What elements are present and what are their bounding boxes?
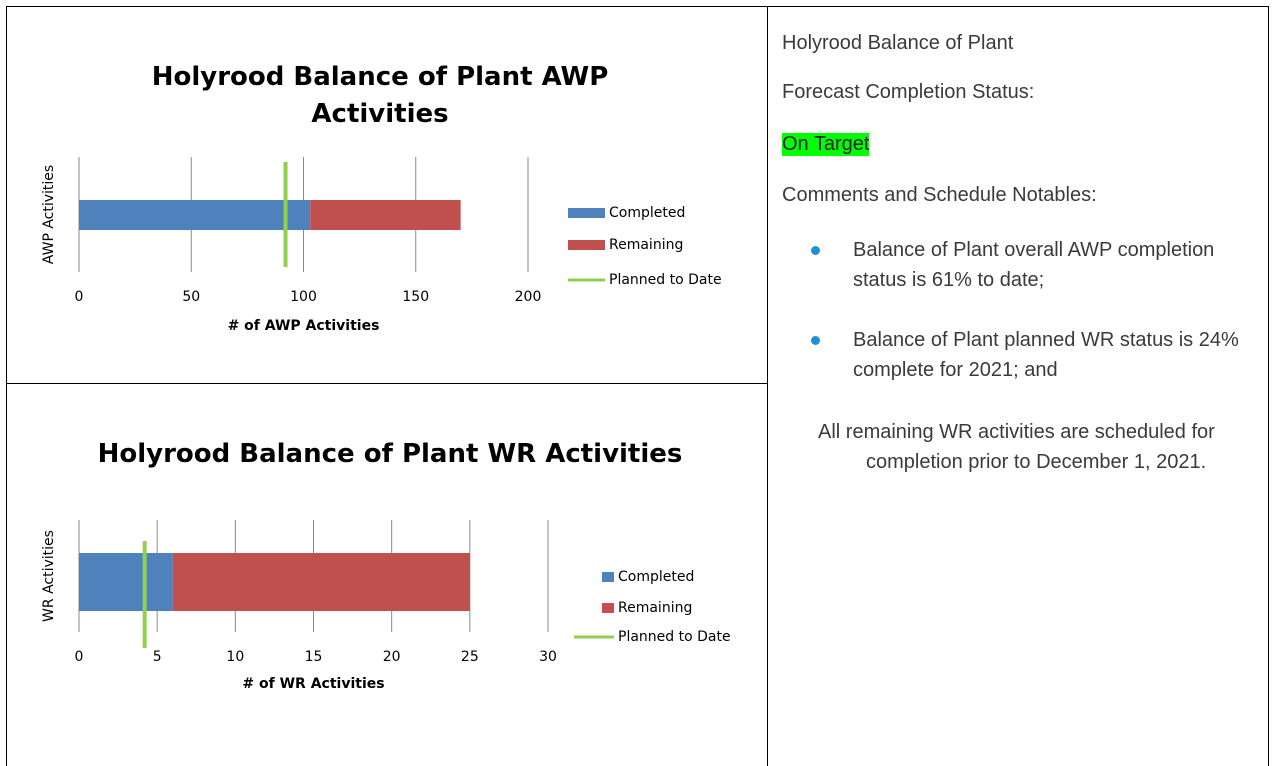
chart-title: Holyrood Balance of Plant AWP Activities bbox=[151, 62, 609, 129]
bullet: Balance of Plant overall AWP completion … bbox=[811, 235, 1268, 295]
x-axis-title: # of AWP Activities bbox=[228, 318, 380, 334]
bullet-dot bbox=[811, 246, 820, 255]
legend-swatch bbox=[602, 603, 614, 613]
x-tick-label: 50 bbox=[182, 289, 200, 305]
bullet: Balance of Plant planned WR status is 24… bbox=[811, 325, 1268, 385]
legend-label: Completed bbox=[618, 569, 694, 585]
x-tick-label: 150 bbox=[402, 289, 429, 305]
status-label: Forecast Completion Status: bbox=[782, 81, 1035, 103]
y-axis-title: AWP Activities bbox=[41, 165, 57, 264]
legend-label: Planned to Date bbox=[618, 629, 731, 645]
legend-swatch bbox=[568, 208, 605, 218]
bullet-text: Balance of Plant overall AWP completion … bbox=[853, 239, 1215, 291]
x-axis-title: # of WR Activities bbox=[242, 676, 384, 692]
comments-label: Comments and Schedule Notables: bbox=[782, 184, 1097, 206]
chart-title: Holyrood Balance of Plant WR Activities bbox=[97, 439, 683, 469]
bar-segment bbox=[310, 200, 461, 230]
bar-segment bbox=[79, 200, 311, 230]
legend-label: Planned to Date bbox=[609, 272, 722, 288]
x-tick-label: 200 bbox=[515, 289, 542, 305]
panel-title: Holyrood Balance of Plant bbox=[782, 32, 1014, 54]
x-tick-label: 0 bbox=[75, 289, 84, 305]
legend-swatch bbox=[602, 572, 614, 582]
x-tick-label: 10 bbox=[226, 649, 244, 665]
bar-segment bbox=[79, 553, 173, 611]
bullet-text: Balance of Plant planned WR status is 24… bbox=[853, 329, 1239, 381]
x-tick-label: 20 bbox=[383, 649, 401, 665]
x-tick-label: 25 bbox=[461, 649, 479, 665]
legend-label: Remaining bbox=[609, 237, 683, 253]
bar-segment bbox=[172, 553, 470, 611]
note: All remaining WR activities are schedule… bbox=[818, 421, 1215, 473]
status: On Target bbox=[782, 133, 870, 156]
x-tick-label: 5 bbox=[153, 649, 162, 665]
legend-label: Completed bbox=[609, 205, 685, 221]
x-tick-label: 30 bbox=[539, 649, 557, 665]
bullet-dot bbox=[811, 336, 820, 345]
legend-swatch bbox=[568, 240, 605, 250]
x-tick-label: 100 bbox=[290, 289, 317, 305]
row-divider bbox=[6, 383, 768, 384]
x-tick-label: 0 bbox=[75, 649, 84, 665]
column-divider bbox=[767, 6, 768, 766]
legend-label: Remaining bbox=[618, 600, 692, 616]
table-border bbox=[6, 6, 1269, 766]
y-axis-title: WR Activities bbox=[41, 530, 57, 622]
x-tick-label: 15 bbox=[305, 649, 323, 665]
